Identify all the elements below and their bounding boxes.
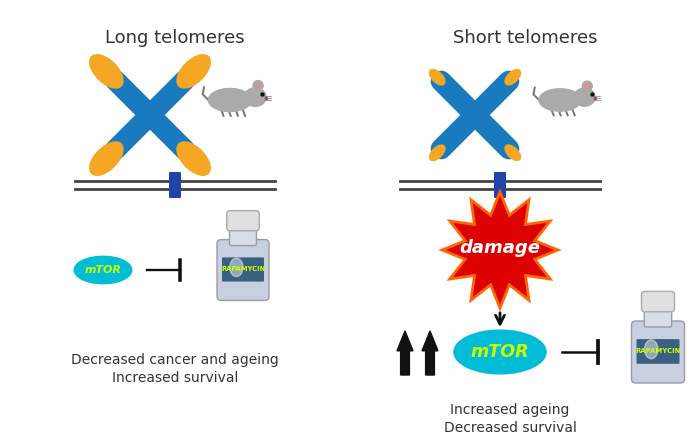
Ellipse shape: [209, 88, 251, 111]
FancyBboxPatch shape: [631, 321, 685, 383]
Text: Decreased survival: Decreased survival: [444, 421, 576, 435]
Ellipse shape: [505, 70, 520, 85]
FancyBboxPatch shape: [230, 226, 256, 246]
Ellipse shape: [74, 257, 132, 284]
Ellipse shape: [90, 142, 123, 175]
FancyBboxPatch shape: [222, 257, 264, 282]
FancyBboxPatch shape: [227, 211, 259, 231]
Ellipse shape: [430, 145, 445, 161]
Text: mTOR: mTOR: [85, 265, 121, 275]
Ellipse shape: [574, 88, 595, 106]
Text: Increased survival: Increased survival: [112, 371, 238, 385]
Text: Decreased cancer and ageing: Decreased cancer and ageing: [71, 353, 279, 367]
Text: Short telomeres: Short telomeres: [453, 29, 597, 47]
Ellipse shape: [256, 83, 261, 88]
Text: mTOR: mTOR: [470, 343, 529, 361]
FancyBboxPatch shape: [641, 291, 675, 312]
FancyBboxPatch shape: [636, 339, 680, 364]
Ellipse shape: [253, 81, 263, 91]
Ellipse shape: [230, 258, 243, 277]
Polygon shape: [422, 331, 438, 375]
Ellipse shape: [505, 145, 520, 161]
FancyBboxPatch shape: [217, 240, 269, 301]
Ellipse shape: [177, 142, 210, 175]
Ellipse shape: [539, 89, 581, 111]
Ellipse shape: [430, 70, 445, 85]
FancyBboxPatch shape: [644, 307, 672, 327]
Ellipse shape: [141, 106, 159, 124]
Text: Increased ageing: Increased ageing: [450, 403, 570, 417]
Text: Long telomeres: Long telomeres: [105, 29, 245, 47]
Text: damage: damage: [459, 239, 540, 257]
Ellipse shape: [90, 55, 123, 88]
Ellipse shape: [177, 55, 210, 88]
FancyBboxPatch shape: [494, 172, 506, 198]
Polygon shape: [397, 331, 413, 375]
FancyBboxPatch shape: [169, 172, 181, 198]
Ellipse shape: [645, 340, 658, 359]
Text: RAPAMYCIN: RAPAMYCIN: [636, 348, 680, 355]
Ellipse shape: [584, 83, 590, 89]
Ellipse shape: [466, 106, 484, 124]
Ellipse shape: [244, 88, 266, 106]
Ellipse shape: [582, 81, 592, 91]
Ellipse shape: [454, 330, 546, 374]
Text: RAPAMYCIN: RAPAMYCIN: [221, 267, 265, 272]
Polygon shape: [442, 192, 558, 308]
